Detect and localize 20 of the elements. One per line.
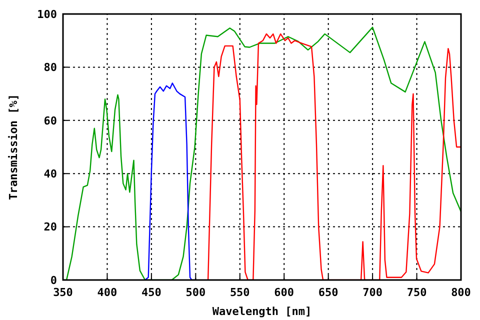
y-tick-label: 0	[50, 274, 57, 287]
y-tick-label: 20	[44, 220, 57, 234]
y-tick-label: 60	[44, 114, 57, 128]
y-axis-title: Transmission [%]	[7, 94, 20, 200]
x-tick-label: 450	[142, 286, 162, 299]
x-tick-label: 700	[362, 286, 382, 299]
x-tick-label: 750	[406, 286, 427, 299]
y-tick-label: 40	[44, 167, 57, 180]
x-tick-label: 800	[451, 286, 471, 299]
x-tick-label: 350	[53, 286, 73, 299]
x-axis-title: Wavelength [nm]	[212, 305, 312, 318]
line-series	[63, 26, 461, 280]
y-tick-label: 100	[37, 8, 57, 21]
x-tick-label: 400	[97, 286, 118, 299]
x-tick-label: 550	[230, 286, 250, 299]
x-tick-label: 650	[318, 286, 338, 299]
x-tick-label: 500	[186, 286, 206, 299]
line-series	[207, 33, 461, 280]
y-tick-label: 80	[44, 61, 57, 74]
x-tick-label: 600	[274, 286, 294, 299]
